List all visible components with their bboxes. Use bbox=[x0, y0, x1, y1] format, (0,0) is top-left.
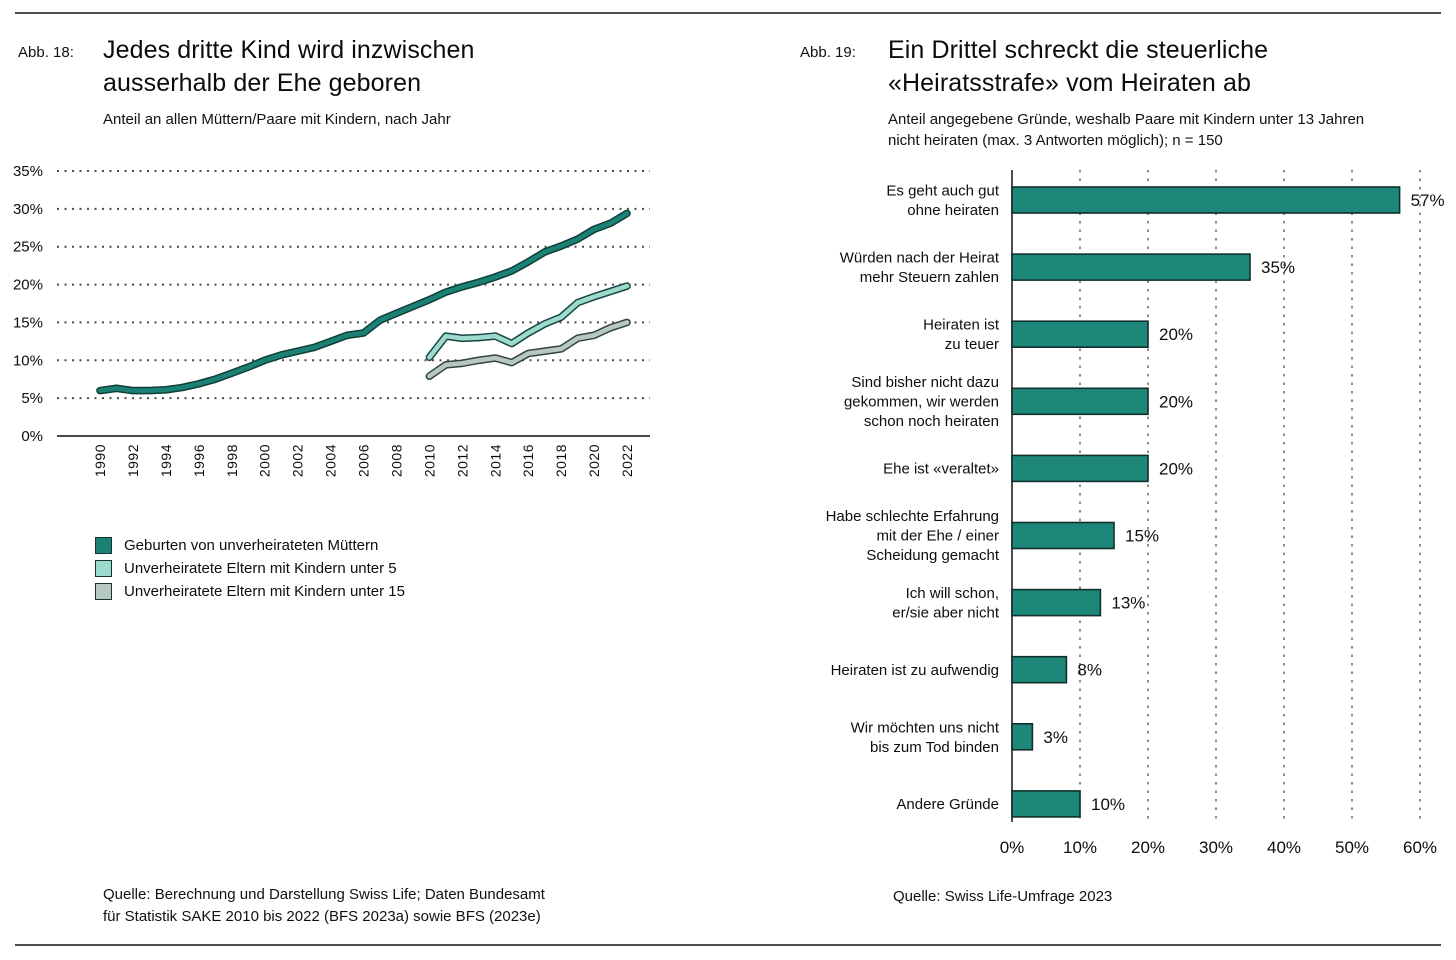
x-tick-label: 0% bbox=[1000, 838, 1025, 857]
x-tick-label: 2020 bbox=[586, 444, 602, 477]
legend-swatch bbox=[95, 537, 112, 554]
figure18-label: Abb. 18: bbox=[18, 44, 74, 61]
bar-chart: 0% 10% 20% 30% 40% 50% 60% 57% Es geht auch gut o… bbox=[826, 170, 1445, 857]
bar-category-label: Andere Gründe bbox=[896, 796, 999, 813]
x-tick-label: 20% bbox=[1131, 838, 1165, 857]
x-tick-label: 1992 bbox=[125, 444, 141, 477]
bar-value-label: 20% bbox=[1159, 392, 1193, 411]
x-tick-label: 1994 bbox=[158, 444, 174, 477]
line-chart: 0% 5% 10% 15% 20% 25% 30% 35% 1990 1992 1994 1996 19… bbox=[13, 163, 650, 477]
y-tick-label: 30% bbox=[13, 201, 43, 218]
bar-value-label: 8% bbox=[1077, 661, 1102, 680]
figure19-title: Ein Drittel schreckt die steuerliche «He… bbox=[888, 34, 1364, 100]
x-tick-label: 30% bbox=[1199, 838, 1233, 857]
bar-category-label: Heiraten ist zu teuer bbox=[923, 317, 1000, 354]
x-tick-label: 2018 bbox=[553, 444, 569, 477]
bar bbox=[1011, 588, 1102, 617]
legend-swatch bbox=[95, 583, 112, 600]
bar-category-label: Es geht auch gut ohne heiraten bbox=[886, 183, 999, 220]
bar bbox=[1011, 722, 1034, 751]
figure19-subtitle: Anteil angegebene Gründe, weshalb Paare … bbox=[888, 111, 1365, 149]
figure18-titles: Jedes dritte Kind wird inzwischen ausser… bbox=[103, 34, 475, 130]
figure18-title-line1: Jedes dritte Kind wird inzwischen bbox=[103, 36, 475, 64]
line-chart-legend: Geburten von unverheirateten Müttern Unve… bbox=[95, 537, 405, 606]
figure18-title: Jedes dritte Kind wird inzwischen ausser… bbox=[103, 34, 475, 100]
x-tick-label: 2022 bbox=[619, 444, 635, 477]
y-tick-label: 5% bbox=[21, 390, 43, 407]
x-tick-label: 1996 bbox=[191, 444, 207, 477]
figure19-title-line1: Ein Drittel schreckt die steuerliche bbox=[888, 36, 1269, 64]
x-tick-label: 2006 bbox=[356, 444, 372, 477]
x-tick-label: 40% bbox=[1267, 838, 1301, 857]
bar bbox=[1011, 790, 1081, 818]
y-tick-label: 25% bbox=[13, 239, 43, 256]
x-tick-label: 1990 bbox=[92, 444, 108, 477]
figure19-label: Abb. 19: bbox=[800, 44, 856, 61]
x-tick-label: 2012 bbox=[454, 444, 470, 477]
x-tick-label: 2002 bbox=[290, 444, 306, 477]
y-tick-label: 10% bbox=[13, 352, 43, 369]
x-tick-label: 2016 bbox=[520, 444, 536, 477]
x-tick-label: 2010 bbox=[421, 444, 437, 477]
figure19-titles: Ein Drittel schreckt die steuerliche «He… bbox=[888, 34, 1364, 151]
bar-category-label: Ich will schon, er/sie aber nicht bbox=[892, 585, 1000, 622]
bar bbox=[1011, 320, 1149, 348]
bottom-rule bbox=[15, 944, 1441, 946]
top-rule bbox=[15, 12, 1441, 14]
bar-category-label: Wir möchten uns nicht bis zum Tod binden bbox=[851, 719, 1000, 756]
bar-category-label: Ehe ist «veraltet» bbox=[883, 461, 999, 478]
x-tick-label: 2004 bbox=[323, 444, 339, 477]
legend-label: Geburten von unverheirateten Müttern bbox=[124, 536, 379, 554]
x-tick-label: 2000 bbox=[257, 444, 273, 477]
bar-value-label: 10% bbox=[1091, 795, 1125, 814]
bar bbox=[1011, 521, 1115, 550]
legend-swatch bbox=[95, 560, 112, 577]
line-series bbox=[427, 320, 630, 379]
figure19-title-line2: «Heiratsstrafe» vom Heiraten ab bbox=[888, 69, 1251, 97]
bar-value-label: 20% bbox=[1159, 325, 1193, 344]
bar-value-label: 13% bbox=[1111, 594, 1145, 613]
figure19-source: Quelle: Swiss Life-Umfrage 2023 bbox=[893, 888, 1113, 905]
legend-item: Geburten von unverheirateten Müttern bbox=[95, 537, 405, 554]
legend-label: Unverheiratete Eltern mit Kindern unter … bbox=[124, 559, 397, 577]
bar bbox=[1011, 253, 1251, 281]
figure18-subtitle: Anteil an allen Müttern/Paare mit Kinder… bbox=[103, 111, 451, 128]
x-tick-label: 10% bbox=[1063, 838, 1097, 857]
legend-item: Unverheiratete Eltern mit Kindern unter … bbox=[95, 560, 405, 577]
line-series bbox=[427, 283, 630, 360]
bar-value-label: 15% bbox=[1125, 527, 1159, 546]
legend-label: Unverheiratete Eltern mit Kindern unter … bbox=[124, 582, 405, 600]
y-tick-label: 35% bbox=[13, 163, 43, 180]
figure18-header: Abb. 18: Jedes dritte Kind wird inzwisch… bbox=[18, 34, 475, 130]
bar-value-label: 35% bbox=[1261, 258, 1295, 277]
x-tick-label: 2014 bbox=[487, 444, 503, 477]
line-series-outline bbox=[96, 209, 631, 395]
x-tick-label: 60% bbox=[1403, 838, 1437, 857]
y-tick-label: 20% bbox=[13, 277, 43, 294]
bar bbox=[1011, 387, 1149, 416]
y-tick-label: 0% bbox=[21, 428, 43, 445]
bar-value-label: 57% bbox=[1411, 191, 1445, 210]
line-series bbox=[97, 211, 630, 393]
legend-item: Unverheiratete Eltern mit Kindern unter … bbox=[95, 583, 405, 600]
x-tick-label: 50% bbox=[1335, 838, 1369, 857]
figure18-source: Quelle: Berechnung und Darstellung Swiss… bbox=[103, 886, 545, 925]
bar bbox=[1011, 655, 1068, 684]
bar-value-label: 3% bbox=[1043, 728, 1068, 747]
figure19-header: Abb. 19: Ein Drittel schreckt die steuer… bbox=[800, 34, 1364, 151]
x-tick-label: 2008 bbox=[389, 444, 405, 477]
bar-category-label: Sind bisher nicht dazu gekommen, wir werd… bbox=[844, 374, 999, 430]
x-tick-label: 1998 bbox=[224, 444, 240, 477]
figure18-title-line2: ausserhalb der Ehe geboren bbox=[103, 69, 422, 97]
bar-category-label: Heiraten ist zu aufwendig bbox=[831, 662, 999, 679]
bar bbox=[1011, 454, 1149, 483]
bar bbox=[1011, 186, 1401, 214]
bar-value-label: 20% bbox=[1159, 459, 1193, 478]
bar-category-label: Würden nach der Heirat mehr Steuern zahle… bbox=[840, 250, 1000, 287]
y-tick-label: 15% bbox=[13, 314, 43, 331]
bar-category-label: Habe schlechte Erfahrung mit der Ehe / ei… bbox=[826, 508, 1000, 564]
